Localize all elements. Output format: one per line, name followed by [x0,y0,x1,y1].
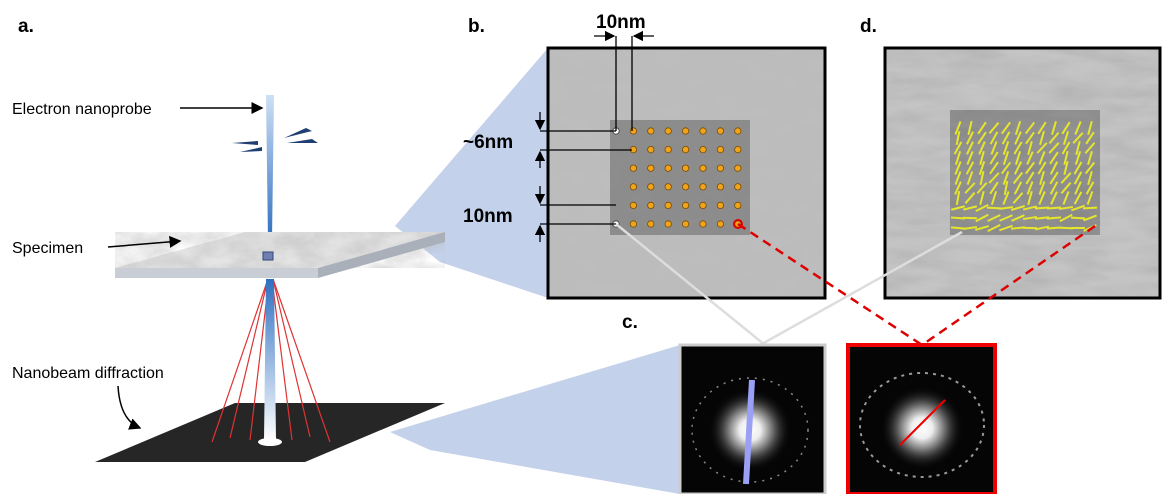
scan-point [682,128,688,134]
pointer [118,386,140,428]
scan-point [682,221,688,227]
scan-point [630,165,636,171]
specimen-side [115,268,318,278]
scan-point [700,165,706,171]
orientation-tick [1059,228,1073,229]
scan-point [700,146,706,152]
orientation-tick [951,217,965,218]
scan-point [665,202,671,208]
scan-point [700,202,706,208]
orientation-tick [1047,227,1061,228]
orientation-tick [1071,218,1085,219]
diffraction-glow [880,386,964,470]
panel-label: c. [622,312,638,333]
scan-point [648,184,654,190]
orientation-tick [963,218,977,219]
central-spot [258,438,282,446]
scan-point [735,184,741,190]
scan-point [717,184,723,190]
panel-label: d. [860,16,877,37]
orientation-tick [951,227,965,228]
projection-wedge [390,345,680,494]
electron-beam [266,95,274,240]
scan-point [665,221,671,227]
scan-point [717,221,723,227]
orientation-tick [1011,227,1025,228]
scan-point [735,202,741,208]
orientation-tick [1047,207,1061,208]
scan-point [717,146,723,152]
scan-point [665,184,671,190]
panel-label: b. [468,16,485,37]
scan-point [648,165,654,171]
annotation: Nanobeam diffraction [12,365,164,382]
projection-wedge [395,48,548,298]
scan-point [648,221,654,227]
annotation: Electron nanoprobe [12,101,152,118]
scan-region [263,252,273,260]
scan-arrows [232,128,318,152]
orientation-tick [987,208,1001,209]
scale-label: 10nm [463,206,513,227]
figure: a. b. c. d. Electron nanoprobe Specimen … [0,0,1163,494]
orientation-tick [1047,217,1061,218]
scan-point [665,165,671,171]
scan-point [717,128,723,134]
scan-point [665,146,671,152]
transmitted-beam [264,279,276,440]
scan-point [735,128,741,134]
scan-point [630,128,636,134]
particle [610,120,750,235]
scan-point [700,184,706,190]
scan-point [648,128,654,134]
panel-label: a. [18,16,34,37]
scan-point [682,165,688,171]
scan-point [630,184,636,190]
scan-point [682,202,688,208]
pointer [108,241,180,247]
scan-point [735,146,741,152]
scan-point [682,146,688,152]
annotation: Specimen [12,240,83,257]
scan-point [630,202,636,208]
scan-point [700,221,706,227]
scale-label: 10nm [596,12,646,33]
orientation-tick [1035,208,1049,209]
scan-point [717,202,723,208]
orientation-tick [1083,208,1097,209]
scan-point [700,128,706,134]
scan-point [630,221,636,227]
scan-point [648,202,654,208]
scale-label: ~6nm [463,132,513,153]
scan-point [665,128,671,134]
scan-point [717,165,723,171]
scan-point [682,184,688,190]
scan-point [648,146,654,152]
scan-point [735,165,741,171]
